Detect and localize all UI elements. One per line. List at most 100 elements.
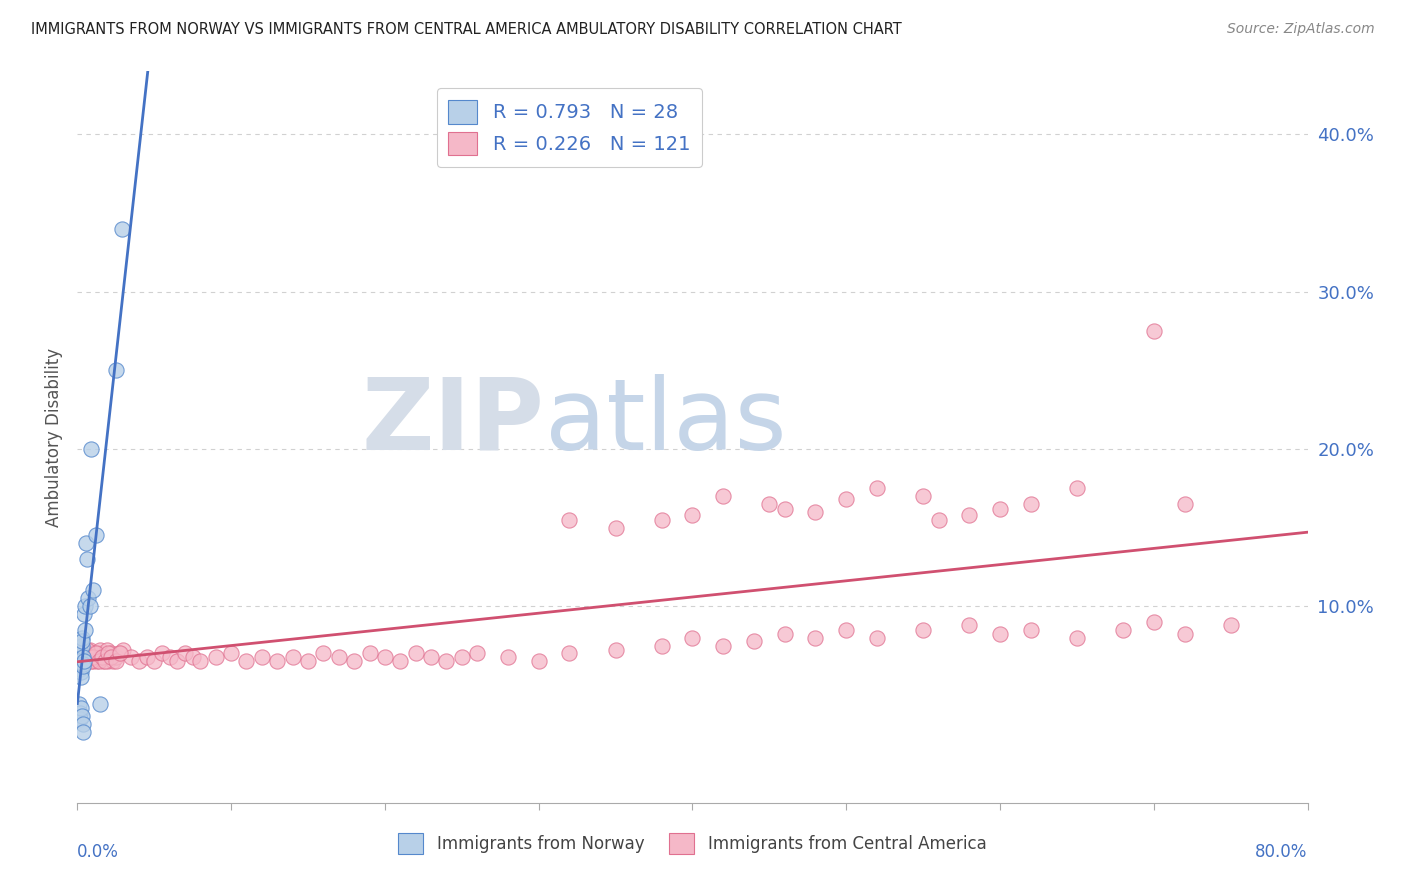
Point bbox=[110, 646, 132, 660]
Point bbox=[94, 649, 117, 664]
Text: Source: ZipAtlas.com: Source: ZipAtlas.com bbox=[1227, 22, 1375, 37]
Point bbox=[69, 643, 91, 657]
Point bbox=[79, 599, 101, 614]
Point bbox=[72, 649, 94, 664]
Point bbox=[605, 643, 627, 657]
Point bbox=[420, 649, 443, 664]
Text: 80.0%: 80.0% bbox=[1256, 843, 1308, 861]
Point bbox=[1066, 631, 1088, 645]
Point bbox=[135, 649, 157, 664]
Point bbox=[73, 654, 96, 668]
Text: IMMIGRANTS FROM NORWAY VS IMMIGRANTS FROM CENTRAL AMERICA AMBULATORY DISABILITY : IMMIGRANTS FROM NORWAY VS IMMIGRANTS FRO… bbox=[31, 22, 901, 37]
Point bbox=[711, 489, 734, 503]
Point bbox=[174, 646, 197, 660]
Point bbox=[188, 654, 212, 668]
Point bbox=[682, 508, 704, 522]
Point bbox=[312, 646, 335, 660]
Point bbox=[835, 492, 858, 507]
Point bbox=[90, 649, 114, 664]
Point bbox=[97, 654, 120, 668]
Point bbox=[76, 552, 98, 566]
Point bbox=[72, 654, 94, 668]
Point bbox=[77, 646, 100, 660]
Point bbox=[250, 649, 273, 664]
Point bbox=[70, 649, 93, 664]
Point bbox=[219, 646, 242, 660]
Point bbox=[87, 646, 110, 660]
Point bbox=[84, 528, 107, 542]
Point bbox=[297, 654, 319, 668]
Point bbox=[957, 618, 980, 632]
Point bbox=[73, 654, 96, 668]
Point bbox=[72, 643, 94, 657]
Point bbox=[69, 654, 91, 668]
Point bbox=[84, 649, 107, 664]
Point bbox=[112, 643, 135, 657]
Point bbox=[69, 662, 91, 676]
Point bbox=[70, 639, 93, 653]
Point bbox=[111, 221, 134, 235]
Point bbox=[73, 646, 96, 660]
Point bbox=[328, 649, 350, 664]
Point bbox=[69, 654, 91, 668]
Point bbox=[281, 649, 304, 664]
Point bbox=[75, 536, 97, 550]
Point bbox=[988, 501, 1011, 516]
Point bbox=[73, 607, 96, 621]
Point bbox=[67, 649, 90, 664]
Point bbox=[67, 646, 90, 660]
Point bbox=[84, 646, 107, 660]
Point bbox=[266, 654, 288, 668]
Point bbox=[76, 646, 98, 660]
Point bbox=[235, 654, 257, 668]
Point bbox=[80, 442, 103, 456]
Point bbox=[69, 654, 91, 668]
Point bbox=[70, 639, 93, 653]
Point bbox=[73, 623, 96, 637]
Point bbox=[67, 643, 90, 657]
Point bbox=[804, 631, 827, 645]
Point bbox=[128, 654, 150, 668]
Point bbox=[558, 513, 581, 527]
Point bbox=[1112, 623, 1135, 637]
Point bbox=[70, 633, 93, 648]
Point bbox=[70, 709, 93, 723]
Point bbox=[150, 646, 173, 660]
Point bbox=[651, 639, 673, 653]
Point bbox=[82, 654, 104, 668]
Point bbox=[72, 646, 94, 660]
Point bbox=[70, 654, 93, 668]
Point bbox=[866, 481, 889, 495]
Point bbox=[87, 654, 110, 668]
Point bbox=[75, 654, 97, 668]
Point bbox=[804, 505, 827, 519]
Point bbox=[957, 508, 980, 522]
Point bbox=[72, 717, 94, 731]
Point bbox=[73, 643, 96, 657]
Point bbox=[69, 646, 91, 660]
Point bbox=[773, 501, 796, 516]
Point bbox=[1219, 618, 1241, 632]
Point bbox=[69, 706, 91, 720]
Point bbox=[742, 633, 765, 648]
Point bbox=[159, 649, 181, 664]
Point bbox=[70, 649, 93, 664]
Point bbox=[72, 659, 94, 673]
Point bbox=[104, 654, 127, 668]
Point bbox=[1174, 497, 1197, 511]
Point bbox=[143, 654, 166, 668]
Point bbox=[89, 697, 111, 711]
Point bbox=[70, 701, 93, 715]
Point bbox=[343, 654, 366, 668]
Text: ZIP: ZIP bbox=[361, 374, 546, 471]
Point bbox=[82, 649, 104, 664]
Point bbox=[72, 646, 94, 660]
Legend: Immigrants from Norway, Immigrants from Central America: Immigrants from Norway, Immigrants from … bbox=[392, 827, 993, 860]
Point bbox=[79, 643, 101, 657]
Point bbox=[72, 649, 94, 664]
Point bbox=[72, 657, 94, 672]
Point bbox=[104, 363, 127, 377]
Point bbox=[108, 646, 131, 660]
Point bbox=[1143, 615, 1166, 629]
Point bbox=[80, 649, 103, 664]
